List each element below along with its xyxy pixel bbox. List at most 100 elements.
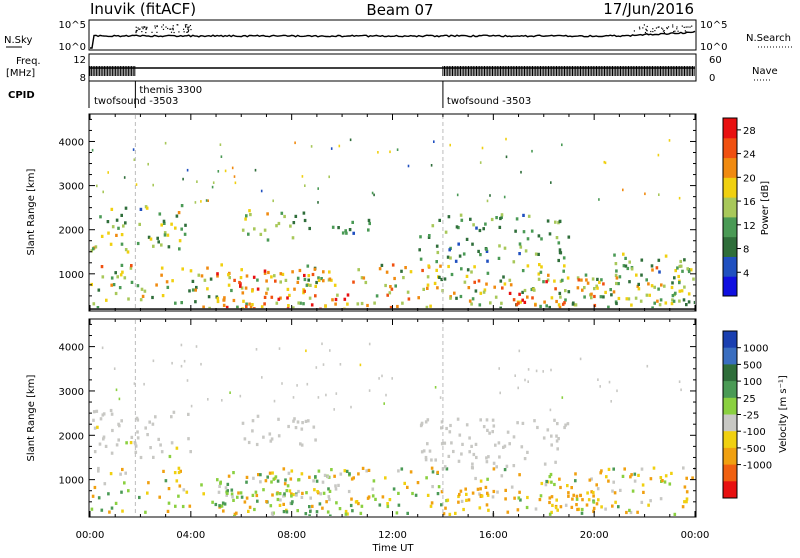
power-cell: [438, 275, 441, 279]
velocity-cell: [516, 508, 520, 512]
velocity-cell: [623, 467, 626, 471]
power-sparse-cell: [603, 160, 606, 164]
velocity-cell: [652, 466, 656, 470]
power-cell: [477, 279, 481, 283]
velocity-cell: [636, 510, 639, 514]
velocity-cell: [166, 509, 170, 513]
velocity-cell: [322, 491, 326, 495]
power-cell: [352, 280, 355, 284]
power-cell: [170, 222, 173, 226]
velocity-cell: [317, 469, 321, 473]
nsky-dot: [182, 28, 185, 30]
power-cell: [322, 279, 325, 283]
velocity-cell: [175, 479, 179, 483]
power-cell: [548, 305, 551, 310]
velocity-cell: [548, 500, 551, 505]
velocity-cell: [479, 487, 482, 491]
velocity-cell: [232, 498, 235, 502]
power-cell: [419, 235, 422, 239]
time-tick-label: 00:00: [76, 530, 105, 541]
velocity-cell: [533, 419, 536, 423]
velocity-cell: [386, 502, 389, 506]
power-cell: [599, 295, 603, 299]
power-cell: [389, 285, 392, 289]
power-cell: [615, 301, 618, 306]
velocity-cell: [470, 466, 474, 470]
power-y-ticks: 1000 2000 3000 4000: [59, 118, 696, 297]
velocity-sparse-cell: [579, 357, 582, 361]
power-sparse-cell: [212, 181, 215, 184]
velocity-cell: [480, 494, 484, 498]
velocity-cell: [397, 469, 400, 473]
power-cell: [256, 287, 260, 291]
nsky-dot: [639, 28, 641, 30]
velocity-cell: [613, 491, 617, 495]
velocity-cell: [540, 481, 544, 486]
velocity-cell: [121, 509, 124, 513]
power-cell: [658, 270, 661, 274]
power-cell: [473, 280, 476, 284]
power-cell: [120, 233, 124, 237]
velocity-cell: [485, 460, 489, 464]
power-cell: [656, 299, 659, 303]
power-cell: [457, 226, 460, 230]
power-cell: [162, 219, 166, 223]
velocity-sparse-cell: [180, 364, 183, 368]
power-cell: [360, 301, 364, 306]
power-cell: [443, 277, 447, 281]
power-x-ticks: [89, 114, 696, 311]
velocity-sparse-cell: [281, 382, 283, 385]
nsky-dot: [687, 26, 689, 28]
power-cell: [225, 305, 229, 309]
power-cell: [435, 268, 438, 272]
power-cell: [289, 224, 292, 228]
freq-tick-low: 8: [80, 73, 86, 84]
velocity-cell: [98, 442, 102, 446]
power-colorbar-swatch: [723, 137, 737, 159]
nsky-dot: [145, 28, 147, 30]
velocity-cell: [447, 454, 451, 458]
velocity-sparse-cell: [101, 346, 104, 350]
velocity-sparse-cell: [359, 363, 362, 367]
velocity-cell: [120, 419, 123, 423]
power-cell: [240, 286, 244, 290]
power-cell: [624, 264, 628, 268]
nsky-dot: [139, 28, 141, 30]
velocity-cell: [431, 485, 434, 489]
velocity-y-axis-label: Slant Range [km]: [26, 374, 37, 461]
power-cell: [585, 278, 588, 282]
power-sparse-cell: [294, 141, 296, 145]
velocity-cell: [555, 434, 558, 438]
velocity-cell: [240, 495, 244, 499]
power-cell: [558, 291, 562, 295]
velocity-cell: [214, 502, 218, 507]
velocity-cell: [315, 479, 319, 483]
power-cell: [647, 282, 650, 286]
velocity-cell: [685, 500, 688, 504]
power-colorbar-swatch: [723, 157, 737, 178]
velocity-cell: [313, 488, 316, 492]
velocity-cell: [425, 476, 428, 480]
power-cell: [555, 236, 559, 240]
power-cell: [156, 236, 159, 240]
velocity-cell: [682, 466, 685, 470]
power-cell: [449, 296, 452, 300]
power-cell: [683, 258, 686, 262]
velocity-cell: [175, 446, 179, 450]
velocity-cell: [109, 408, 113, 413]
power-cell: [184, 223, 187, 227]
velocity-cell: [93, 485, 97, 490]
velocity-cell: [545, 479, 548, 484]
power-cell: [391, 263, 395, 267]
velocity-cell: [414, 493, 418, 497]
velocity-cell: [659, 476, 663, 480]
velocity-cell: [426, 418, 430, 422]
power-sparse-cell: [135, 183, 138, 186]
velocity-cell: [282, 467, 286, 471]
nsky-dot: [187, 28, 189, 30]
velocity-cell: [282, 510, 286, 514]
velocity-cell: [226, 491, 229, 495]
power-cell: [115, 233, 118, 237]
power-cell: [671, 298, 674, 302]
velocity-cell: [443, 465, 447, 469]
